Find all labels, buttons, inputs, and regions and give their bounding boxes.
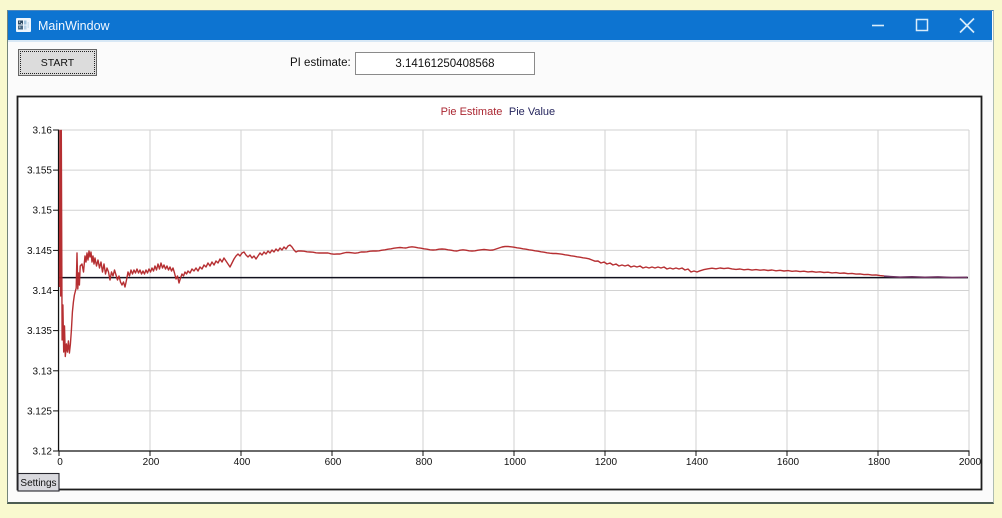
svg-text:800: 800 — [416, 457, 433, 468]
svg-text:3.16: 3.16 — [33, 126, 53, 137]
svg-text:600: 600 — [325, 457, 342, 468]
svg-text:3.14: 3.14 — [33, 286, 53, 297]
svg-text:3.15: 3.15 — [33, 206, 53, 217]
svg-text:3.12: 3.12 — [33, 447, 53, 458]
svg-text:3.145: 3.145 — [27, 246, 52, 257]
svg-text:200: 200 — [143, 457, 160, 468]
svg-text:1600: 1600 — [777, 457, 800, 468]
svg-text:Pie Estimate: Pie Estimate — [441, 106, 503, 118]
svg-text:1000: 1000 — [504, 457, 527, 468]
svg-text:0: 0 — [57, 457, 63, 468]
svg-text:1200: 1200 — [595, 457, 618, 468]
svg-text:3.125: 3.125 — [27, 406, 52, 417]
svg-text:1400: 1400 — [686, 457, 709, 468]
svg-text:2000: 2000 — [959, 457, 982, 468]
svg-text:3.155: 3.155 — [27, 166, 52, 177]
svg-text:400: 400 — [234, 457, 251, 468]
svg-text:1800: 1800 — [868, 457, 891, 468]
svg-text:Settings: Settings — [20, 478, 56, 489]
svg-text:3.135: 3.135 — [27, 326, 52, 337]
svg-text:3.13: 3.13 — [33, 366, 53, 377]
svg-text:Pie Value: Pie Value — [509, 106, 555, 118]
